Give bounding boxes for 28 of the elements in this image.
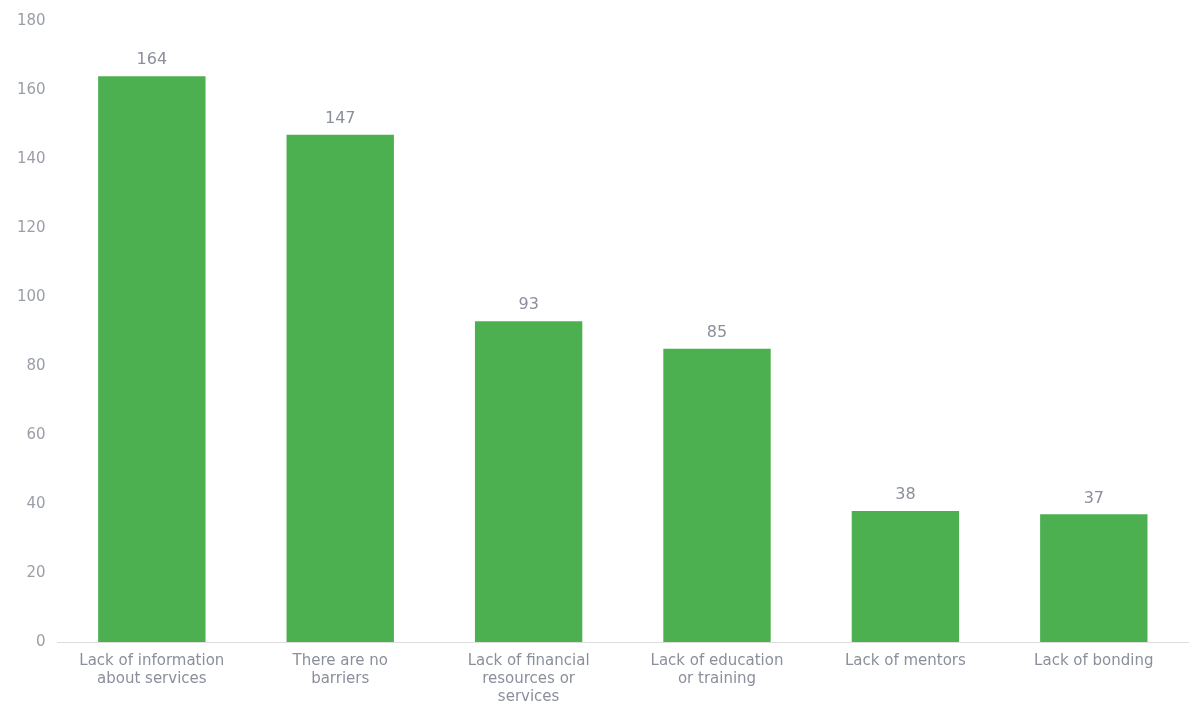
y-tick-label: 80	[26, 355, 46, 374]
data-label: 38	[895, 484, 916, 504]
x-tick-label: Lack of mentors	[844, 650, 967, 669]
x-tick-label: Lack of information about services	[79, 650, 225, 687]
x-tick-label: There are no barriers	[291, 650, 388, 687]
data-label: 147	[324, 108, 356, 128]
y-tick-label: 160	[16, 79, 46, 98]
bar	[98, 76, 206, 642]
data-label: 37	[1083, 487, 1104, 507]
bar	[286, 134, 394, 642]
y-tick-label: 180	[16, 10, 46, 29]
y-tick-label: 100	[16, 286, 46, 305]
x-tick-label: Lack of financial resources or services	[467, 650, 590, 705]
x-tick-label: Lack of education or training	[650, 650, 784, 687]
bar	[851, 510, 960, 642]
y-tick-label: 140	[16, 148, 46, 167]
y-tick-label: 20	[26, 562, 46, 581]
bar	[1040, 514, 1148, 642]
data-label: 93	[518, 294, 539, 314]
y-tick-label: 120	[16, 217, 46, 236]
data-label: 164	[136, 49, 168, 69]
y-tick-label: 60	[26, 424, 46, 443]
data-label: 85	[706, 321, 728, 341]
y-tick-label: 0	[36, 631, 46, 650]
y-tick-label: 40	[26, 493, 46, 512]
x-tick-label: Lack of bonding	[1034, 650, 1154, 669]
bar	[663, 348, 771, 642]
bar	[474, 321, 583, 642]
